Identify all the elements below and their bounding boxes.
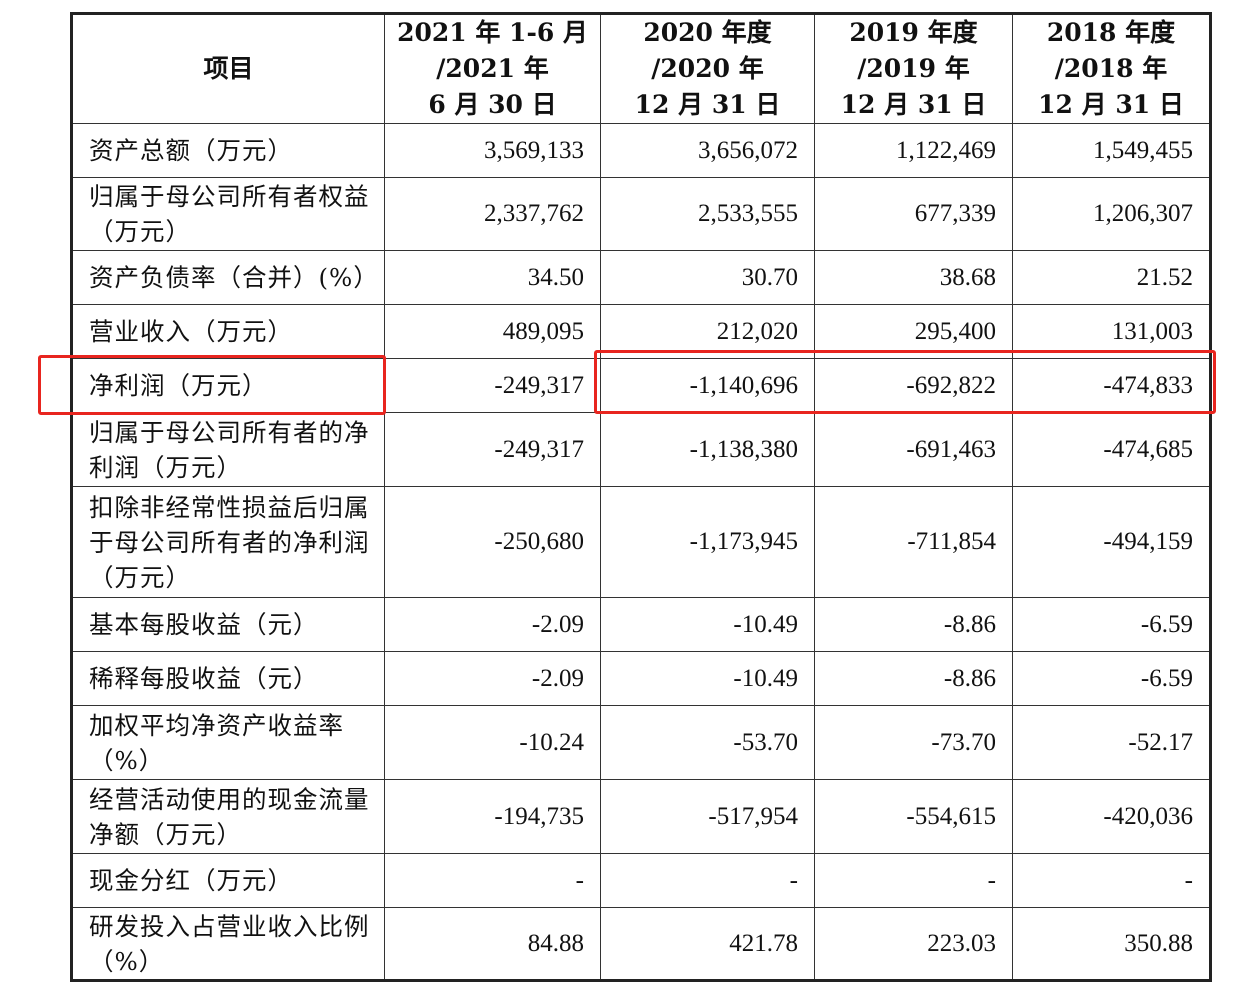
cell-value: -8.86	[814, 597, 1013, 652]
cell-value: -10.24	[384, 705, 601, 780]
table-row-adjusted-net-profit: 扣除非经常性损益后归属于母公司所有者的净利润（万元） -250,680 -1,1…	[71, 486, 1211, 598]
cell-value: -6.59	[1012, 651, 1211, 706]
cell-value: -420,036	[1012, 779, 1211, 854]
cell-value: -711,854	[814, 486, 1013, 598]
row-label: 现金分红（万元）	[71, 853, 385, 908]
row-label: 归属于母公司所有者权益（万元）	[71, 177, 385, 251]
row-label: 加权平均净资产收益率（%）	[71, 705, 385, 780]
cell-value: -53.70	[600, 705, 815, 780]
header-line: /2019 年	[857, 54, 970, 83]
header-line: /2018 年	[1054, 54, 1168, 83]
cell-value: 350.88	[1012, 907, 1211, 981]
cell-value: -2.09	[384, 597, 601, 652]
cell-value: -692,822	[814, 358, 1013, 413]
cell-value: -250,680	[384, 486, 601, 598]
cell-value: 1,122,469	[814, 123, 1013, 178]
cell-value: 3,569,133	[384, 123, 601, 178]
cell-value: -8.86	[814, 651, 1013, 706]
cell-value: -1,138,380	[600, 412, 815, 487]
header-item: 项目	[71, 13, 385, 124]
table-row-roe: 加权平均净资产收益率（%） -10.24 -53.70 -73.70 -52.1…	[71, 705, 1211, 780]
table-row-operating-cash-flow: 经营活动使用的现金流量净额（万元） -194,735 -517,954 -554…	[71, 779, 1211, 854]
cell-value: 489,095	[384, 304, 601, 359]
cell-value: 3,656,072	[600, 123, 815, 178]
header-period-2021h1: 2021 年 1-6 月 /2021 年 6 月 30 日	[384, 13, 601, 124]
header-period-2019: 2019 年度 /2019 年 12 月 31 日	[814, 13, 1013, 124]
cell-value: 212,020	[600, 304, 815, 359]
cell-value: -	[1012, 853, 1211, 908]
cell-value: -	[384, 853, 601, 908]
row-label: 归属于母公司所有者的净利润（万元）	[71, 412, 385, 487]
cell-value: -691,463	[814, 412, 1013, 487]
cell-value: 1,206,307	[1012, 177, 1211, 251]
cell-value: 84.88	[384, 907, 601, 981]
header-period-2020: 2020 年度 /2020 年 12 月 31 日	[600, 13, 815, 124]
cell-value: -474,685	[1012, 412, 1211, 487]
cell-value: -1,140,696	[600, 358, 815, 413]
cell-value: 131,003	[1012, 304, 1211, 359]
cell-value: 2,337,762	[384, 177, 601, 251]
cell-value: -73.70	[814, 705, 1013, 780]
table-row-debt-ratio: 资产负债率（合并）(%） 34.50 30.70 38.68 21.52	[71, 250, 1211, 305]
table-row-cash-dividend: 现金分红（万元） - - - -	[71, 853, 1211, 908]
header-line: 2019 年度	[849, 18, 978, 47]
table-row-net-profit: 净利润（万元） -249,317 -1,140,696 -692,822 -47…	[71, 358, 1211, 413]
cell-value: 34.50	[384, 250, 601, 305]
cell-value: -52.17	[1012, 705, 1211, 780]
cell-value: -474,833	[1012, 358, 1211, 413]
table-row-parent-net-profit: 归属于母公司所有者的净利润（万元） -249,317 -1,138,380 -6…	[71, 412, 1211, 487]
header-line: 2018 年度	[1046, 18, 1176, 47]
table-row-revenue: 营业收入（万元） 489,095 212,020 295,400 131,003	[71, 304, 1211, 359]
row-label: 稀释每股收益（元）	[71, 651, 385, 706]
cell-value: 677,339	[814, 177, 1013, 251]
cell-value: -554,615	[814, 779, 1013, 854]
header-line: 6 月 30 日	[428, 90, 557, 119]
cell-value: -1,173,945	[600, 486, 815, 598]
cell-value: -10.49	[600, 597, 815, 652]
row-label: 基本每股收益（元）	[71, 597, 385, 652]
table-row-total-assets: 资产总额（万元） 3,569,133 3,656,072 1,122,469 1…	[71, 123, 1211, 178]
header-line: /2021 年	[436, 54, 549, 83]
header-line: /2020 年	[651, 54, 764, 83]
cell-value: 421.78	[600, 907, 815, 981]
cell-value: -10.49	[600, 651, 815, 706]
cell-value: -517,954	[600, 779, 815, 854]
cell-value: -194,735	[384, 779, 601, 854]
row-label: 扣除非经常性损益后归属于母公司所有者的净利润（万元）	[71, 486, 385, 598]
header-line: 12 月 31 日	[634, 90, 781, 119]
cell-value: -6.59	[1012, 597, 1211, 652]
cell-value: -249,317	[384, 358, 601, 413]
cell-value: 38.68	[814, 250, 1013, 305]
row-label: 净利润（万元）	[71, 358, 385, 413]
row-label: 营业收入（万元）	[71, 304, 385, 359]
header-line: 2021 年 1-6 月	[397, 18, 588, 47]
cell-value: 2,533,555	[600, 177, 815, 251]
table-row-diluted-eps: 稀释每股收益（元） -2.09 -10.49 -8.86 -6.59	[71, 651, 1211, 706]
header-line: 2020 年度	[643, 18, 772, 47]
cell-value: -	[814, 853, 1013, 908]
cell-value: 223.03	[814, 907, 1013, 981]
row-label: 经营活动使用的现金流量净额（万元）	[71, 779, 385, 854]
header-row: 项目 2021 年 1-6 月 /2021 年 6 月 30 日 2020 年度…	[71, 13, 1211, 124]
header-line: 12 月 31 日	[840, 90, 987, 119]
cell-value: 1,549,455	[1012, 123, 1211, 178]
financial-summary-table: 项目 2021 年 1-6 月 /2021 年 6 月 30 日 2020 年度…	[70, 12, 1212, 982]
cell-value: -249,317	[384, 412, 601, 487]
cell-value: 21.52	[1012, 250, 1211, 305]
row-label: 资产负债率（合并）(%）	[71, 250, 385, 305]
table-row-rd-ratio: 研发投入占营业收入比例（%） 84.88 421.78 223.03 350.8…	[71, 907, 1211, 981]
cell-value: -	[600, 853, 815, 908]
header-line: 12 月 31 日	[1038, 90, 1184, 119]
cell-value: 295,400	[814, 304, 1013, 359]
cell-value: 30.70	[600, 250, 815, 305]
header-period-2018: 2018 年度 /2018 年 12 月 31 日	[1012, 13, 1211, 124]
row-label: 资产总额（万元）	[71, 123, 385, 178]
cell-value: -494,159	[1012, 486, 1211, 598]
table-row-parent-equity: 归属于母公司所有者权益（万元） 2,337,762 2,533,555 677,…	[71, 177, 1211, 251]
financial-table-container: 项目 2021 年 1-6 月 /2021 年 6 月 30 日 2020 年度…	[70, 12, 1212, 982]
table-row-basic-eps: 基本每股收益（元） -2.09 -10.49 -8.86 -6.59	[71, 597, 1211, 652]
cell-value: -2.09	[384, 651, 601, 706]
row-label: 研发投入占营业收入比例（%）	[71, 907, 385, 981]
